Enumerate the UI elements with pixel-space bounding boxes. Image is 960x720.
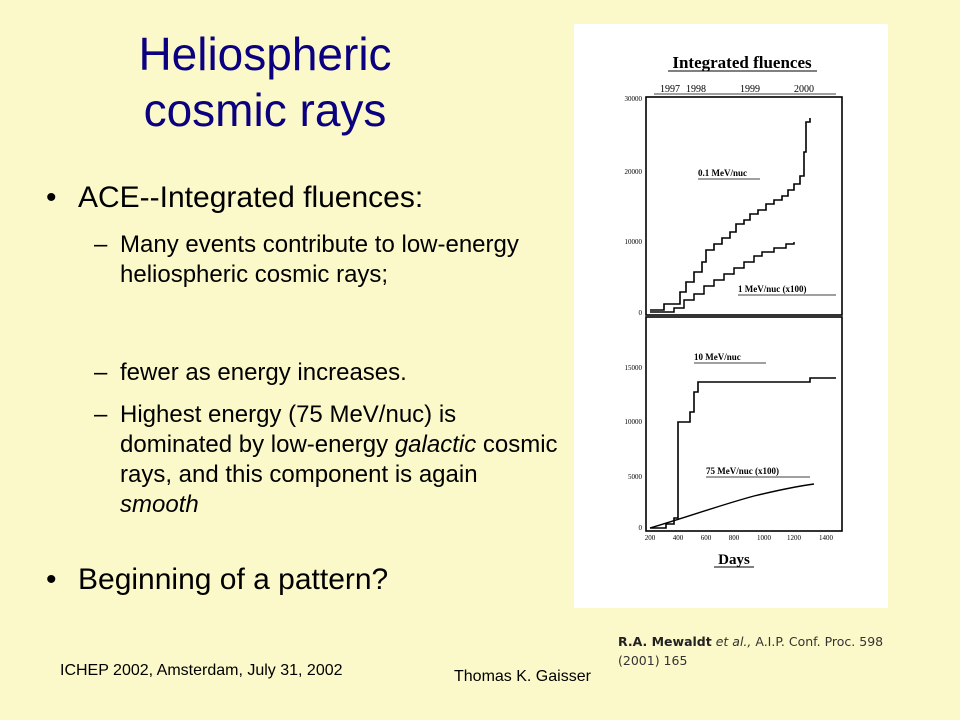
sub-bullet-3: – Highest energy (75 MeV/nuc) is dominat… [94,400,564,550]
sub-bullet-2: – fewer as energy increases. [94,358,564,388]
series-10-mev [650,377,836,529]
series-0.1-mev [650,118,811,311]
dash-marker: – [94,231,108,258]
slide-title: Heliospheric cosmic rays [60,26,470,138]
series-75-mev [649,483,815,529]
sub-bullet-text: fewer as energy increases. [120,359,407,386]
bullet-text: Beginning of a pattern? [78,563,389,596]
y-tick-label: 5000 [628,473,643,481]
series-1-mev [650,242,795,313]
top-panel-frame [645,96,843,316]
year-label: 1998 [686,84,706,95]
bullet-text: ACE--Integrated fluences: [78,181,424,214]
dash-marker: – [94,359,108,386]
sub-bullet-1: – Many events contribute to low-energy h… [94,230,564,320]
footer-author: Thomas K. Gaisser [454,668,591,685]
x-tick-label: 1200 [787,534,802,542]
citation-etal: et al., [715,634,752,649]
citation-rest: A.I.P. Conf. Proc. 598 (2001) 165 [618,634,884,668]
title-line-1: Heliospheric [138,28,392,80]
sub-bullet-text: Highest energy (75 MeV/nuc) is dominated… [120,400,560,520]
citation-author: R.A. Mewaldt [618,634,712,649]
bottom-panel-frame [645,316,843,532]
year-label: 1999 [740,84,760,95]
y-tick-label: 10000 [625,418,643,426]
year-label: 1997 [660,84,680,95]
footer-conference: ICHEP 2002, Amsterdam, July 31, 2002 [60,662,343,679]
bullet-marker: • [46,563,57,596]
y-tick-label: 30000 [625,95,643,103]
label-75-mev: 75 MeV/nuc (x100) [706,466,779,476]
label-1-mev: 1 MeV/nuc (x100) [738,284,807,294]
x-tick-label: 1000 [757,534,772,542]
y-tick-label: 0 [639,309,643,317]
x-tick-label: 600 [701,534,712,542]
y-tick-label: 20000 [625,168,643,176]
year-label: 2000 [794,84,814,95]
y-tick-label: 15000 [625,364,643,372]
citation: R.A. Mewaldt et al., A.I.P. Conf. Proc. … [618,632,928,670]
figure-title: Integrated fluences [672,53,812,72]
x-tick-label: 400 [673,534,684,542]
y-tick-label: 10000 [625,238,643,246]
dash-marker: – [94,401,108,428]
sub3-part2: cosmic rays, and this component is again [120,431,558,488]
x-axis-label: Days [718,552,750,568]
x-tick-label: 1400 [819,534,834,542]
bullet-marker: • [46,181,57,214]
sub3-part1: Highest energy (75 MeV/nuc) is dominated… [120,401,457,458]
fluence-figure: Integrated fluences 1997 1998 1999 2000 … [574,24,888,608]
x-tick-label: 200 [645,534,656,542]
title-line-2: cosmic rays [143,84,387,136]
sub3-emphasis-galactic: galactic [394,431,477,458]
label-0.1-mev: 0.1 MeV/nuc [698,168,747,178]
y-tick-label: 0 [639,524,643,532]
sub-bullet-text: Many events contribute to low-energy hel… [120,231,519,288]
x-tick-label: 800 [729,534,740,542]
label-10-mev: 10 MeV/nuc [694,352,741,362]
fluence-plot: Integrated fluences 1997 1998 1999 2000 … [625,53,843,568]
sub3-emphasis-smooth: smooth [120,491,199,518]
